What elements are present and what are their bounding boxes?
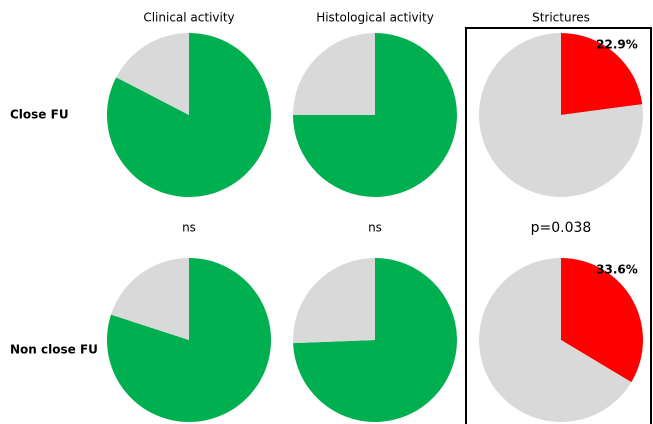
pie-slice: [293, 258, 457, 422]
pie-slice: [478, 258, 632, 422]
comparison-label: ns: [182, 221, 196, 235]
pie-slice: [111, 258, 189, 340]
pie-slice: [561, 258, 643, 383]
column-title: Histological activity: [316, 11, 434, 25]
row-label: Non close FU: [10, 343, 98, 357]
pie-slice: [116, 33, 189, 115]
comparison-label: ns: [368, 221, 382, 235]
pie-slice: [479, 33, 643, 197]
highlight-frame: [465, 27, 652, 424]
column-title: Strictures: [532, 11, 590, 25]
column-title: Clinical activity: [143, 11, 234, 25]
comparison-label: p=0.038: [531, 220, 592, 236]
data-label: 22.9%: [596, 38, 638, 52]
pie-slice: [293, 258, 375, 344]
pie-slice: [561, 33, 643, 115]
pie-slice: [293, 33, 375, 115]
row-label: Close FU: [10, 108, 69, 122]
data-label: 33.6%: [596, 263, 638, 277]
